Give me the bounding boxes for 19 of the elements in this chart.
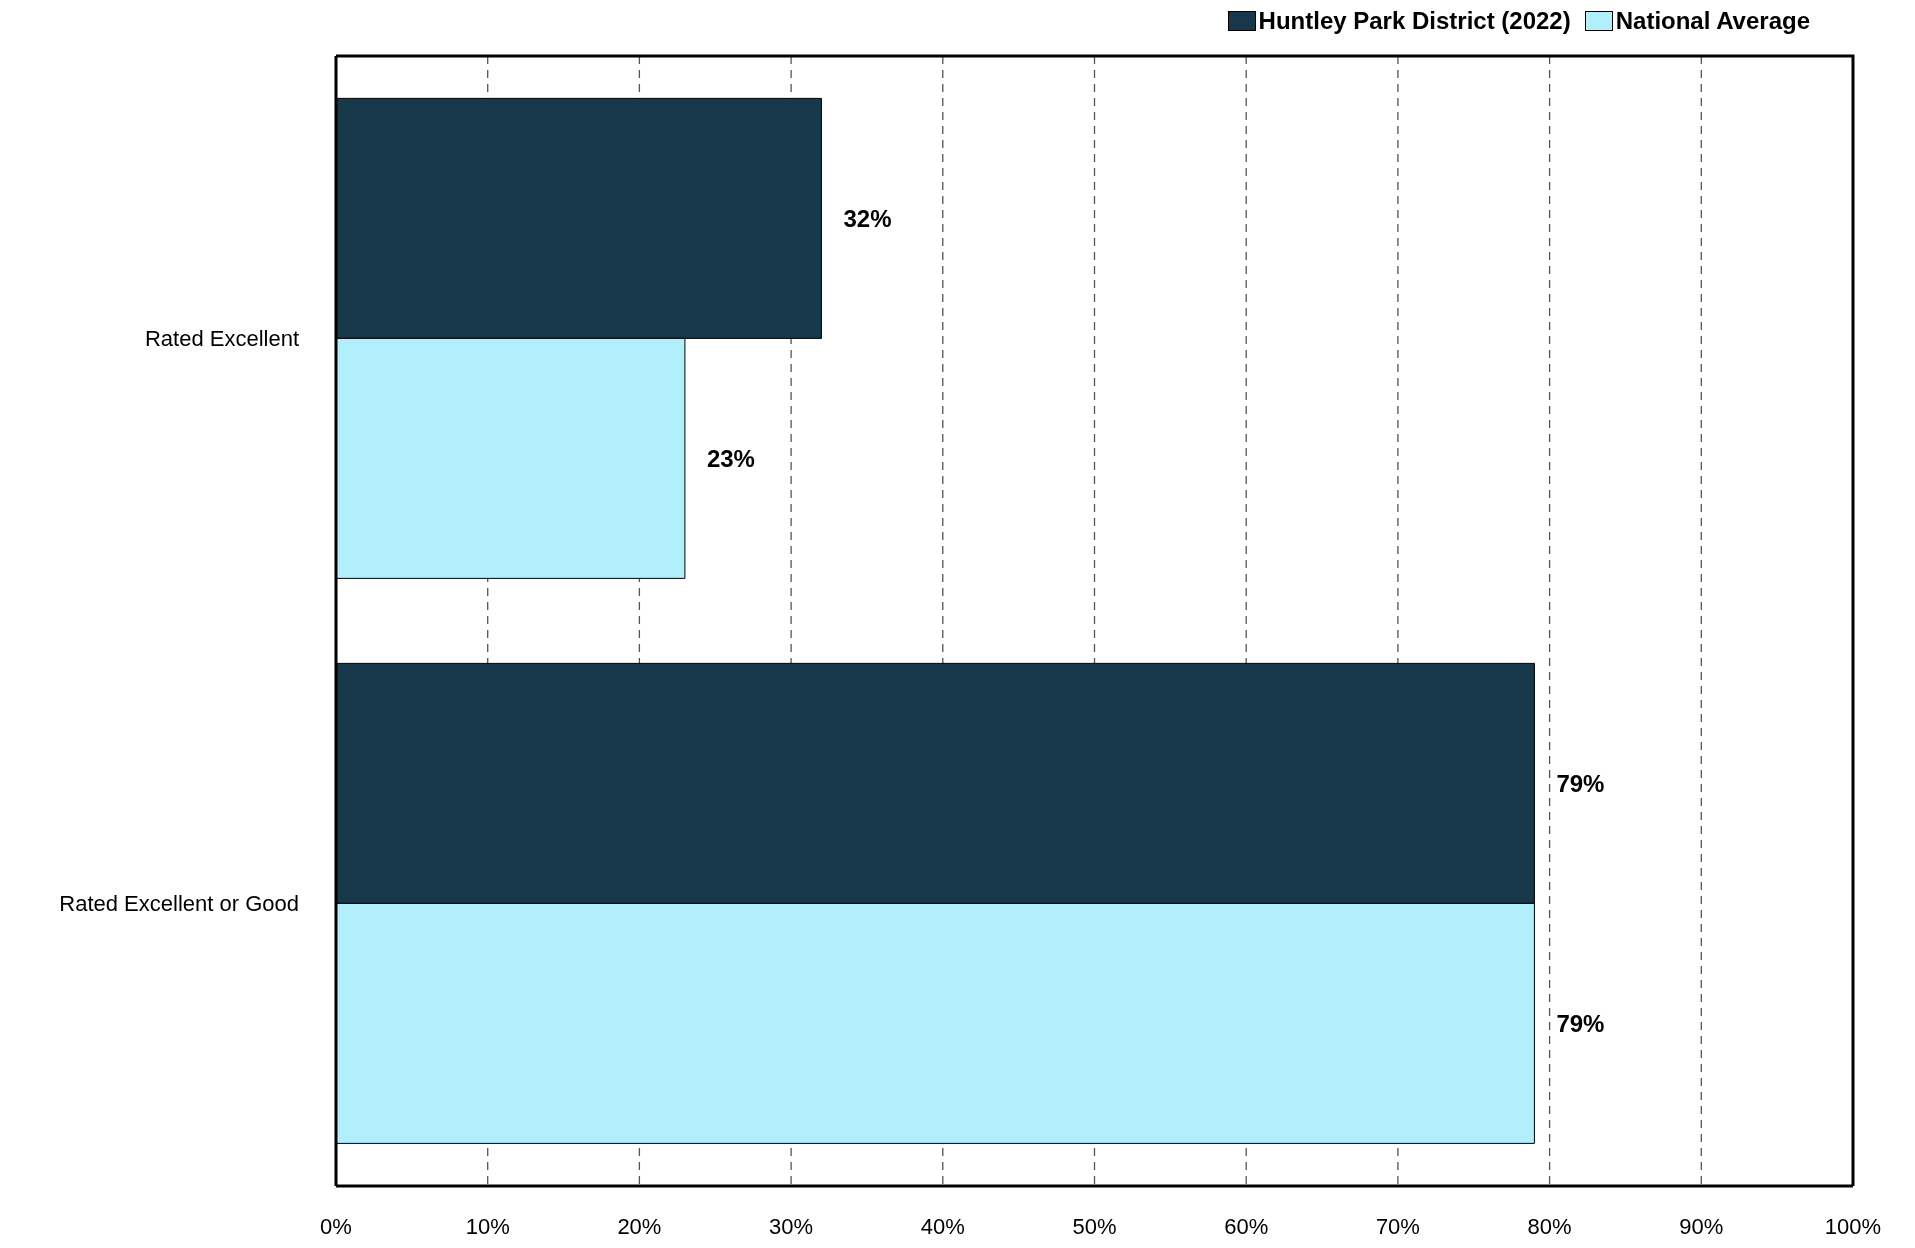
y-tick-label: Rated Excellent or Good (59, 891, 299, 917)
y-tick-label: Rated Excellent (144, 326, 299, 352)
x-tick-label: 40% (920, 1213, 965, 1239)
x-tick-label: 0% (320, 1213, 352, 1239)
x-tick-label: 70% (1375, 1213, 1420, 1239)
x-tick-label: 80% (1527, 1213, 1572, 1239)
legend-label: Huntley Park District (2022) (1258, 7, 1571, 35)
legend-label: National Average (1615, 7, 1810, 35)
x-tick-label: 100% (1824, 1213, 1882, 1239)
x-tick-label: 90% (1679, 1213, 1724, 1239)
x-tick-label: 50% (1072, 1213, 1117, 1239)
x-tick-label: 60% (1224, 1213, 1269, 1239)
x-tick-label: 10% (465, 1213, 510, 1239)
data-label: 32% (843, 204, 892, 232)
data-label: 79% (1556, 1009, 1605, 1037)
data-label: 23% (706, 444, 755, 472)
x-tick-label: 20% (617, 1213, 662, 1239)
data-label: 79% (1556, 769, 1605, 797)
x-tick-label: 30% (769, 1213, 814, 1239)
